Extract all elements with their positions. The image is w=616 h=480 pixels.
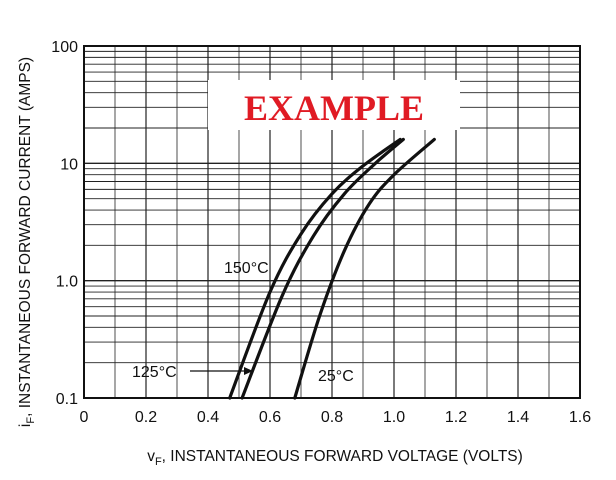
series-label-25c: 25°C (318, 368, 354, 385)
x-tick-label: 0.2 (135, 409, 157, 426)
y-tick-label: 10 (60, 156, 78, 173)
curve-150c (228, 137, 402, 400)
x-tick-label: 1.0 (383, 409, 405, 426)
y-tick-label: 100 (51, 39, 78, 56)
x-tick-label: 1.6 (569, 409, 591, 426)
x-axis-title: vF, INSTANTANEOUS FORWARD VOLTAGE (VOLTS… (147, 448, 523, 468)
y-tick-label: 0.1 (56, 391, 78, 408)
watermark-text: EXAMPLE (244, 88, 424, 128)
y-tick-label: 1.0 (56, 274, 78, 291)
x-tick-label: 0.4 (197, 409, 219, 426)
x-tick-label: 1.4 (507, 409, 529, 426)
series-labels: 150°C 125°C 25°C (132, 260, 354, 385)
curve-25c (293, 137, 436, 400)
leader-arrow-125c (244, 367, 253, 375)
x-tick-label: 0.8 (321, 409, 343, 426)
curves (228, 137, 436, 400)
watermark-background (208, 80, 460, 130)
series-label-150c: 150°C (224, 260, 269, 277)
x-axis-title-symbol: v (147, 448, 155, 465)
y-axis-title: iF, INSTANTANEOUS FORWARD CURRENT (AMPS) (17, 57, 37, 427)
x-tick-label: 0 (80, 409, 89, 426)
x-tick-labels: 0 0.2 0.4 0.6 0.8 1.0 1.2 1.4 1.6 (80, 409, 592, 426)
plot-frame (83, 45, 581, 399)
y-axis-title-symbol: i (17, 424, 34, 427)
y-axis-title-rest: , INSTANTANEOUS FORWARD CURRENT (AMPS) (17, 57, 34, 417)
watermark-group: EXAMPLE (208, 80, 460, 130)
x-tick-label: 1.2 (445, 409, 467, 426)
x-axis-title-subscript: F (155, 456, 162, 468)
y-axis-title-subscript: F (25, 417, 37, 424)
y-tick-labels: 0.1 1.0 10 100 (51, 39, 78, 408)
curve-125c (240, 137, 405, 400)
series-label-125c: 125°C (132, 364, 177, 381)
x-tick-label: 0.6 (259, 409, 281, 426)
x-axis-title-rest: , INSTANTANEOUS FORWARD VOLTAGE (VOLTS) (162, 448, 523, 465)
